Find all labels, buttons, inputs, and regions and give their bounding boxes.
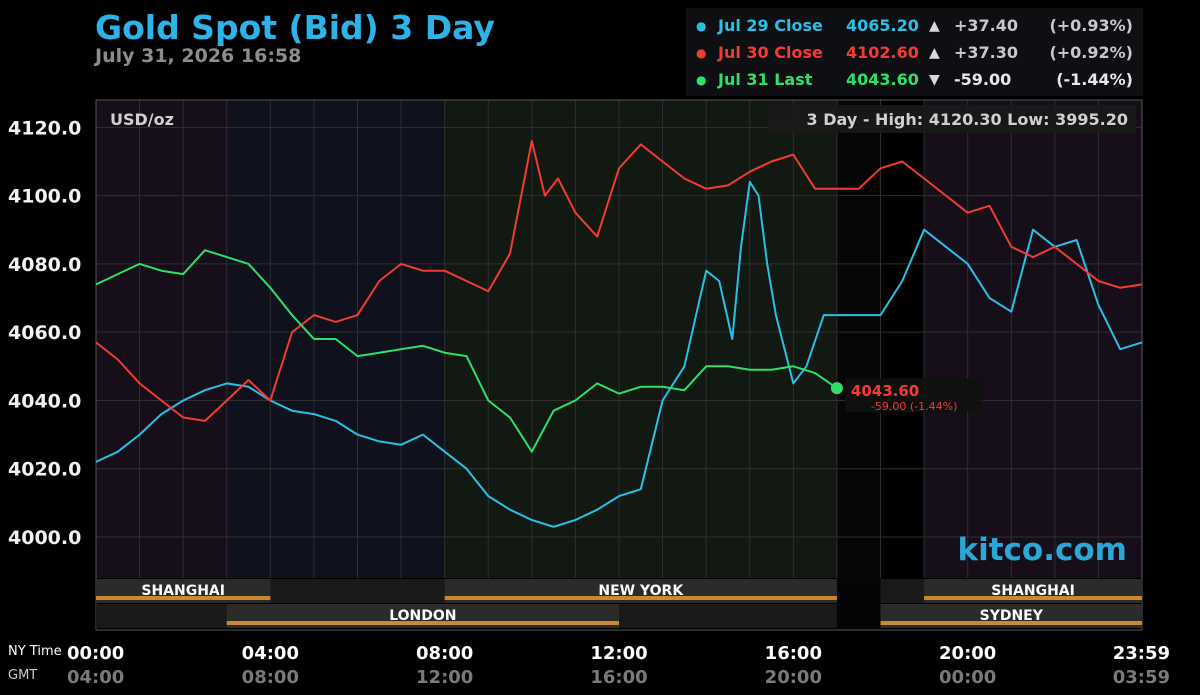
legend-price: 4043.60 xyxy=(846,70,919,89)
up-arrow-icon: ▲ xyxy=(929,45,940,61)
closed-band xyxy=(836,100,881,630)
up-arrow-icon: ▲ xyxy=(929,18,940,34)
session-bar xyxy=(226,621,619,625)
x-tick-label-gmt: 12:00 xyxy=(416,667,473,688)
legend-row: ● Jul 29 Close 4065.20 ▲ +37.40 (+0.93%) xyxy=(686,16,1143,40)
legend-series-name: Jul 31 Last xyxy=(718,70,813,89)
legend-row: ● Jul 30 Close 4102.60 ▲ +37.30 (+0.92%) xyxy=(686,43,1143,67)
last-price-change: -59.00 (-1.44%) xyxy=(871,400,957,413)
legend-dot-icon: ● xyxy=(696,19,707,33)
session-label: LONDON xyxy=(389,608,456,624)
series-line-jul-29-close xyxy=(95,180,1143,528)
x-tick-label-ny: 23:59 xyxy=(1113,643,1170,664)
session-bar xyxy=(880,621,1142,625)
session-gap xyxy=(836,579,881,629)
last-price-marker xyxy=(830,382,843,395)
session-bar xyxy=(924,596,1142,600)
watermark: kitco.com xyxy=(958,532,1128,568)
last-price-label-bg xyxy=(844,378,983,413)
legend-series-name: Jul 29 Close xyxy=(718,16,823,35)
x-tick-label-gmt: 04:00 xyxy=(67,667,124,688)
x-tick-label-gmt: 20:00 xyxy=(765,667,822,688)
legend-series-name: Jul 30 Close xyxy=(718,43,823,62)
x-tick-label-gmt: 08:00 xyxy=(242,667,299,688)
gmt-label: GMT xyxy=(8,668,37,683)
series-line-jul-31-last xyxy=(95,249,838,453)
session-label: NEW YORK xyxy=(598,583,684,599)
y-tick-label: 4040.0 xyxy=(8,390,81,412)
legend-change: -59.00 xyxy=(954,70,1012,89)
ny-time-label: NY Time xyxy=(8,644,62,659)
plot-frame xyxy=(95,99,1143,631)
chart-title: Gold Spot (Bid) 3 Day xyxy=(95,8,495,47)
legend-percent: (+0.92%) xyxy=(1049,43,1133,62)
session-label: SHANGHAI xyxy=(141,583,225,599)
legend-dot-icon: ● xyxy=(696,73,707,87)
y-tick-label: 4100.0 xyxy=(8,186,81,208)
legend-price: 4102.60 xyxy=(846,43,919,62)
x-tick-label-ny: 08:00 xyxy=(416,643,473,664)
legend-percent: (+0.93%) xyxy=(1049,16,1133,35)
legend: ● Jul 29 Close 4065.20 ▲ +37.40 (+0.93%)… xyxy=(686,8,1143,96)
legend-row: ● Jul 31 Last 4043.60 ▼ -59.00 (-1.44%) xyxy=(686,70,1143,94)
legend-change: +37.30 xyxy=(954,43,1019,62)
unit-label: USD/oz xyxy=(110,110,174,129)
down-arrow-icon: ▼ xyxy=(929,72,940,88)
y-tick-label: 4000.0 xyxy=(8,527,81,549)
y-tick-label: 4020.0 xyxy=(8,459,81,481)
y-tick-label: 4060.0 xyxy=(8,322,81,344)
session-shade xyxy=(924,100,1142,578)
x-tick-label-ny: 16:00 xyxy=(765,643,822,664)
legend-price: 4065.20 xyxy=(846,16,919,35)
session-bar xyxy=(444,596,837,600)
range-label: 3 Day - High: 4120.30 Low: 3995.20 xyxy=(807,110,1128,129)
legend-change: +37.40 xyxy=(954,16,1019,35)
y-tick-label: 4080.0 xyxy=(8,254,81,276)
x-tick-label-ny: 20:00 xyxy=(939,643,996,664)
x-tick-label-ny: 04:00 xyxy=(242,643,299,664)
last-price-label: 4043.60 xyxy=(851,382,919,400)
legend-percent: (-1.44%) xyxy=(1056,70,1133,89)
session-label: SYDNEY xyxy=(980,608,1044,624)
x-tick-label-gmt: 03:59 xyxy=(1113,667,1170,688)
range-label-bg xyxy=(768,105,1136,133)
session-bar xyxy=(96,596,271,600)
series-line-jul-30-close xyxy=(95,140,1143,422)
chart-subtitle: July 31, 2026 16:58 xyxy=(95,45,302,67)
x-tick-label-gmt: 00:00 xyxy=(939,667,996,688)
legend-dot-icon: ● xyxy=(696,46,707,60)
x-tick-label-ny: 12:00 xyxy=(590,643,647,664)
x-tick-label-gmt: 16:00 xyxy=(590,667,647,688)
session-shade xyxy=(444,100,837,578)
x-tick-label-ny: 00:00 xyxy=(67,643,124,664)
session-label: SHANGHAI xyxy=(991,583,1075,599)
y-tick-label: 4120.0 xyxy=(8,117,81,139)
